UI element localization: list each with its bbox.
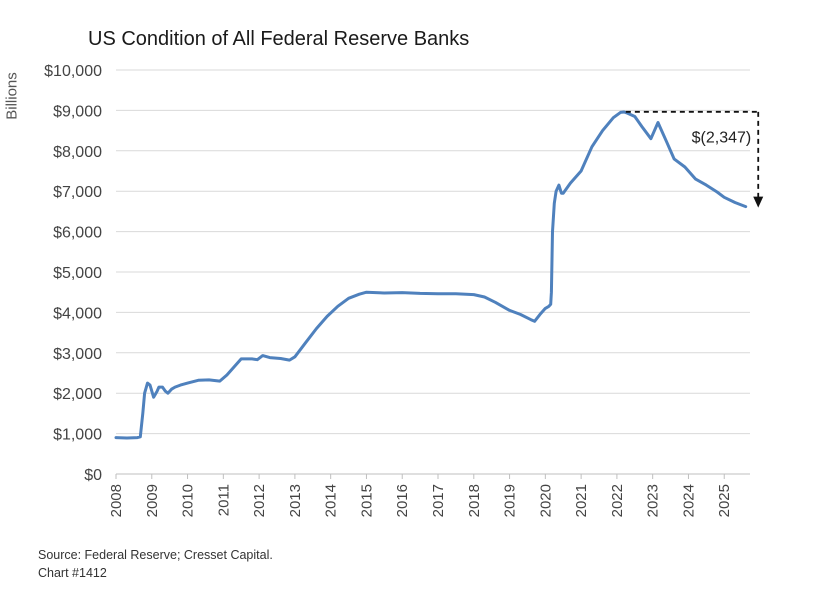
series-line (114, 110, 748, 440)
x-tick-label: 2010 (180, 484, 197, 517)
annotation-arrow-head (753, 196, 764, 208)
x-tick-label: 2009 (144, 484, 161, 517)
x-tick-label: 2025 (716, 484, 733, 517)
annotation-label: $(2,347) (692, 130, 752, 147)
x-tick-label: 2020 (537, 484, 554, 517)
x-tick-label: 2013 (287, 484, 304, 517)
y-axis-ticks: $0 $1,000 $2,000 $3,000 $4,000 $5,000 $6,000 $7… (44, 63, 102, 484)
x-tick-label: 2012 (251, 484, 268, 517)
source-note: Source: Federal Reserve; Cresset Capital… (38, 546, 273, 582)
x-tick-label: 2021 (573, 484, 590, 517)
series-group (114, 110, 748, 440)
x-tick-label: 2017 (430, 484, 447, 517)
y-tick-label: $9,000 (53, 103, 102, 120)
y-tick-label: $3,000 (53, 346, 102, 363)
y-tick-label: $7,000 (53, 184, 102, 201)
x-tick-label: 2022 (609, 484, 626, 517)
y-tick-label: $6,000 (53, 225, 102, 242)
annotation-group: $(2,347) (625, 110, 764, 208)
y-tick-label: $4,000 (53, 305, 102, 322)
source-text: Source: Federal Reserve; Cresset Capital… (38, 548, 273, 562)
x-tick-label: 2024 (680, 484, 697, 517)
y-tick-label: $10,000 (44, 63, 102, 80)
x-tick-label: 2008 (108, 484, 125, 517)
x-tick-label: 2019 (502, 484, 519, 517)
y-tick-label: $5,000 (53, 265, 102, 282)
chart-title: US Condition of All Federal Reserve Bank… (88, 28, 470, 50)
x-axis-ticks: 2008 2009 2010 2011 2012 2013 2014 2015 2016 2017… (108, 473, 750, 517)
x-tick-label: 2018 (466, 484, 483, 517)
y-tick-label: $0 (84, 467, 102, 484)
x-tick-label: 2014 (323, 484, 340, 517)
y-tick-label: $8,000 (53, 144, 102, 161)
y-tick-label: $2,000 (53, 386, 102, 403)
y-tick-label: $1,000 (53, 427, 102, 444)
x-tick-label: 2015 (358, 484, 375, 517)
x-tick-label: 2023 (645, 484, 662, 517)
x-tick-label: 2016 (394, 484, 411, 517)
x-tick-label: 2011 (215, 484, 232, 516)
annotation-label-bg (687, 127, 750, 148)
chart-number: Chart #1412 (38, 566, 107, 580)
gridlines (116, 69, 750, 435)
